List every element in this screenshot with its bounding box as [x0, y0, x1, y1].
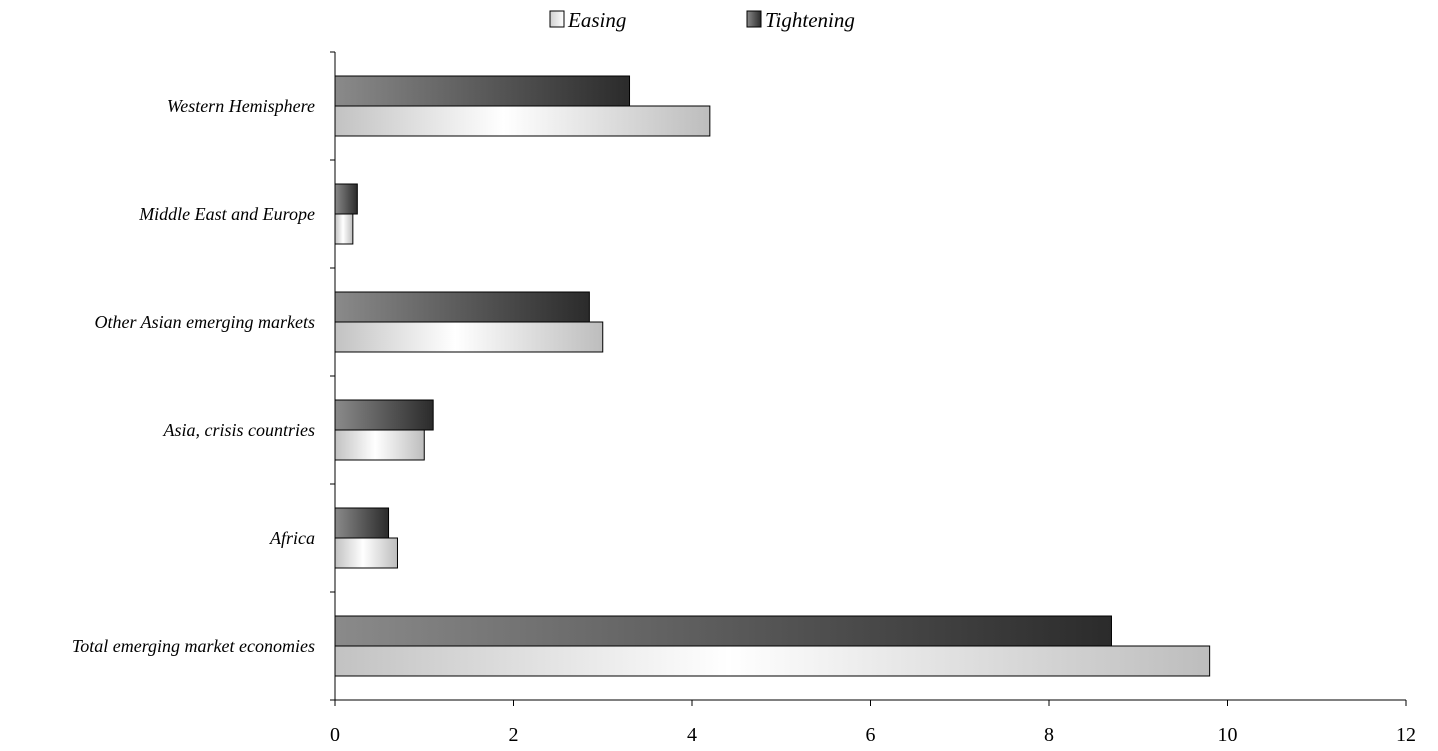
bar-easing-total-emerging-market-economies: [334, 645, 1211, 677]
category-labels: Total emerging market economies Africa Asi…: [72, 96, 315, 656]
bar-tightening-middle-east-and-europe: [334, 183, 358, 215]
bar-tightening-western-hemisphere: [334, 75, 631, 107]
bars-layer: [334, 75, 1211, 677]
bar-tightening-total-emerging-market-economies: [334, 615, 1112, 647]
bar-easing-africa: [334, 537, 398, 569]
category-label: Africa: [269, 528, 315, 548]
bar-easing-asia-crisis-countries: [334, 429, 425, 461]
category-label: Western Hemisphere: [167, 96, 315, 116]
x-tick-labels: 0 2 4 6 8 10 12: [330, 724, 1416, 746]
x-tick-label: 6: [866, 724, 876, 746]
bar-tightening-africa: [334, 507, 390, 539]
x-tick-label: 0: [330, 724, 340, 746]
x-tick-label: 8: [1044, 724, 1054, 746]
category-label: Total emerging market economies: [72, 636, 315, 656]
bar-easing-other-asian-emerging-markets: [334, 321, 604, 353]
bar-tightening-other-asian-emerging-markets: [334, 291, 590, 323]
category-label: Asia, crisis countries: [163, 420, 316, 440]
bar-tightening-asia-crisis-countries: [334, 399, 434, 431]
legend-label-tightening: Tightening: [765, 8, 855, 32]
category-label: Other Asian emerging markets: [95, 312, 315, 332]
bar-easing-western-hemisphere: [334, 105, 711, 137]
bar-easing-middle-east-and-europe: [334, 213, 354, 245]
x-tick-label: 4: [687, 724, 697, 746]
legend-swatch-tightening: [746, 10, 762, 28]
x-tick-label: 2: [509, 724, 519, 746]
legend-label-easing: Easing: [567, 8, 626, 32]
legend: Easing Tightening: [549, 8, 855, 32]
legend-swatch-easing: [549, 10, 565, 28]
axes-layer: [330, 51, 1407, 706]
x-tick-label: 12: [1396, 724, 1416, 746]
category-label: Middle East and Europe: [138, 204, 315, 224]
x-tick-label: 10: [1218, 724, 1238, 746]
